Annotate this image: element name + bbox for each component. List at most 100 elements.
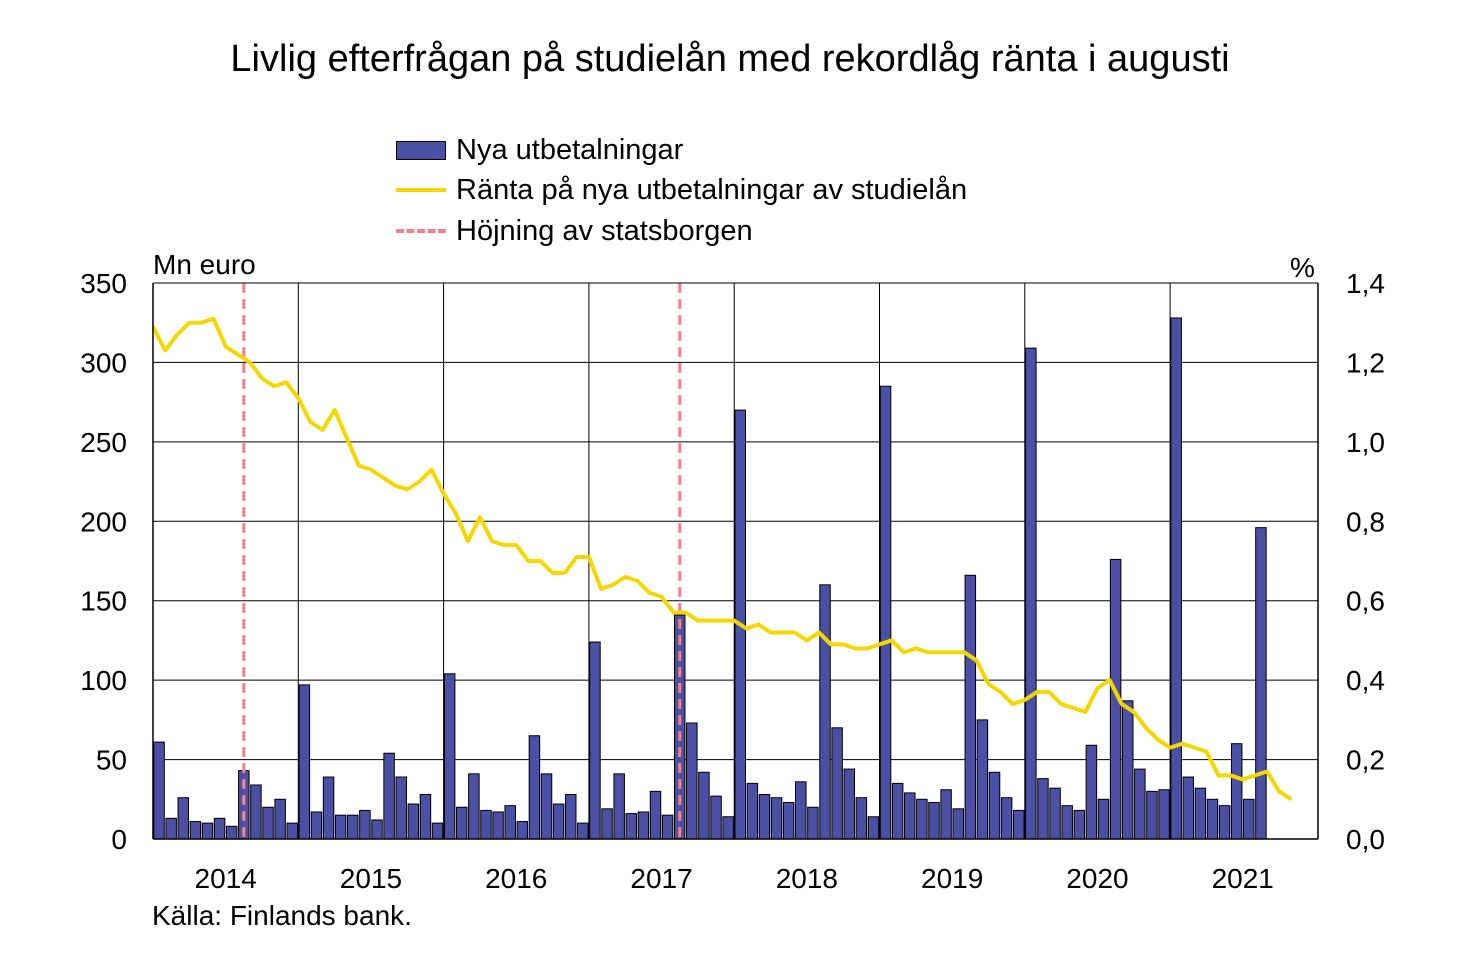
bar-payout (722, 816, 734, 840)
bar-payout (1121, 700, 1134, 840)
bar-payout (492, 811, 504, 840)
bar-payout (1097, 798, 1110, 840)
left-axis-unit: Mn euro (153, 249, 256, 280)
bar-payout (310, 811, 323, 840)
bar-payout (637, 811, 650, 840)
x-tick-label: 2014 (195, 863, 257, 894)
left-tick-label: 50 (96, 745, 127, 776)
legend-item-guarantee: Höjning av statsborgen (396, 211, 753, 251)
bar-payout (1243, 798, 1255, 840)
bar-payout (758, 794, 771, 840)
bar-payout (928, 801, 940, 840)
bar-payout (698, 771, 710, 840)
bar-payout (516, 821, 529, 840)
bar-payout (552, 803, 565, 840)
bar-payout (1218, 805, 1231, 840)
bar-payout (782, 801, 795, 840)
x-tick-label: 2017 (630, 863, 692, 894)
left-tick-label: 300 (80, 347, 127, 378)
bar-payout (916, 798, 928, 840)
x-tick-label: 2016 (485, 863, 547, 894)
bar-payout (225, 825, 238, 840)
bar-payout (831, 727, 843, 840)
bar-payout (153, 741, 165, 840)
bar-payout (746, 782, 759, 840)
left-tick-label: 0 (111, 824, 127, 855)
bar-payout (1230, 743, 1243, 840)
source-note: Källa: Finlands bank. (152, 900, 412, 931)
bar-payout (456, 806, 468, 840)
bar-payout (976, 719, 989, 840)
bar-payout (1073, 809, 1086, 840)
bar-payout (795, 781, 807, 840)
bar-payout (1170, 317, 1182, 840)
bar-payout (298, 684, 311, 840)
bar-payout (1134, 768, 1146, 840)
bar-payout (613, 773, 625, 840)
bar-payout (359, 809, 371, 840)
right-tick-label: 1,2 (1346, 347, 1385, 378)
legend-swatch-dashed (396, 229, 446, 233)
bar-payout (807, 806, 819, 840)
bar-payout (431, 822, 444, 840)
legend-label-payouts: Nya utbetalningar (456, 133, 684, 166)
right-tick-label: 1,4 (1346, 268, 1385, 299)
bar-payout (879, 385, 892, 840)
bar-payout (1206, 798, 1219, 840)
bar-payout (855, 797, 868, 840)
bar-payout (601, 808, 613, 840)
x-tick-label: 2015 (340, 863, 402, 894)
bar-payout (1194, 787, 1207, 840)
bar-payout (1037, 778, 1049, 840)
x-tick-label: 2018 (776, 863, 838, 894)
bar-payout (322, 776, 335, 840)
bar-payout (189, 821, 202, 840)
right-tick-label: 1,0 (1346, 427, 1385, 458)
bar-payout (371, 819, 383, 840)
legend-item-payouts: Nya utbetalningar (396, 130, 683, 170)
left-tick-label: 250 (80, 427, 127, 458)
bar-payout (468, 773, 480, 840)
bar-payout (274, 798, 286, 840)
bar-payout (286, 822, 298, 840)
right-tick-label: 0,4 (1346, 665, 1385, 696)
bar-payout (480, 809, 492, 840)
right-tick-label: 0,6 (1346, 586, 1385, 617)
bar-payout (504, 805, 516, 840)
bar-payout (940, 789, 952, 840)
right-tick-label: 0,0 (1346, 824, 1385, 855)
legend-label-interest: Ränta på nya utbetalningar av studielån (456, 173, 968, 206)
bar-payout (528, 735, 541, 840)
bar-payout (1025, 347, 1037, 840)
bar-payout (843, 768, 855, 840)
x-tick-label: 2021 (1212, 863, 1274, 894)
bar-payout (1255, 527, 1267, 840)
bar-payout (661, 814, 674, 840)
legend-swatch-bar (396, 140, 446, 160)
right-tick-label: 0,8 (1346, 506, 1385, 537)
bar-payout (201, 822, 214, 840)
bar-payout (904, 792, 916, 840)
bar-payout (177, 797, 190, 840)
bar-payout (867, 816, 880, 840)
right-axis-unit: % (1290, 252, 1315, 283)
bar-payout (577, 822, 589, 840)
bar-payout (964, 574, 977, 840)
bar-payout (1146, 790, 1158, 840)
bar-payout (589, 641, 601, 840)
bar-payout (710, 795, 722, 840)
bar-payout (165, 817, 177, 840)
bar-payout (443, 673, 456, 840)
bar-payout (1158, 789, 1170, 840)
bar-payout (673, 614, 686, 840)
bar-payout (1049, 787, 1061, 840)
bar-payout (770, 797, 783, 840)
bar-payout (952, 808, 964, 840)
bar-payout (649, 790, 662, 840)
bar-payout (383, 752, 395, 840)
legend-item-interest: Ränta på nya utbetalningar av studielån (396, 170, 967, 210)
left-tick-label: 200 (80, 506, 127, 537)
bar-payout (1182, 776, 1195, 840)
bar-payout (625, 813, 638, 840)
